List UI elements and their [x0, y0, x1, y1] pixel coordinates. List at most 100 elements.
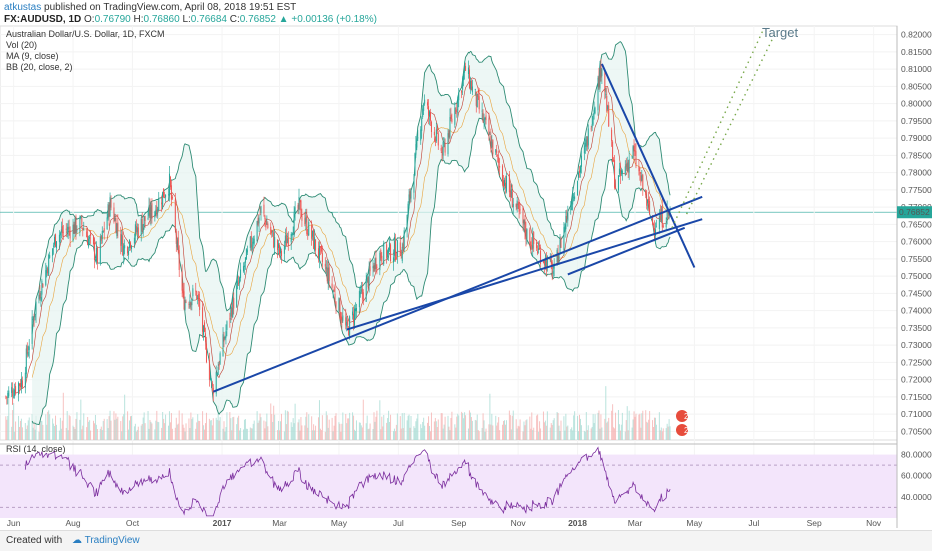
candle-body	[512, 204, 514, 208]
volume-bar	[628, 410, 630, 440]
event-flag-icon[interactable]: 2 2	[676, 410, 689, 436]
candle-body	[325, 266, 327, 270]
volume-bar	[168, 411, 170, 440]
volume-bar	[246, 428, 248, 440]
volume-bar	[189, 427, 191, 440]
volume-bar	[94, 414, 96, 440]
volume-bar	[383, 415, 385, 440]
volume-bar	[128, 429, 130, 440]
candle-body	[253, 238, 255, 244]
volume-bar	[539, 421, 541, 440]
volume-bar	[192, 417, 194, 440]
candle-body	[395, 258, 397, 260]
candle-body	[634, 150, 636, 152]
candle-body	[81, 218, 83, 225]
volume-bar	[318, 400, 320, 440]
chart-canvas[interactable]: 0.82000 0.81500 0.81000 0.80500 0.80000 0.795…	[0, 0, 932, 530]
volume-bar	[386, 422, 388, 440]
volume-bar	[291, 426, 293, 440]
volume-bar	[319, 428, 321, 440]
candle-body	[373, 265, 375, 272]
volume-bar	[454, 424, 456, 440]
volume-bar	[99, 428, 101, 440]
volume-bar	[278, 420, 280, 440]
candle-body	[627, 162, 629, 171]
volume-bar	[483, 420, 485, 440]
candle-body	[14, 389, 16, 397]
candle-body	[305, 216, 307, 223]
candle-body	[560, 238, 562, 248]
candle-body	[45, 270, 47, 286]
legend-bb: BB (20, close, 2)	[6, 62, 73, 72]
candle-body	[167, 194, 169, 196]
volume-bar	[464, 412, 466, 440]
candle-body	[100, 236, 102, 241]
candle-body	[26, 346, 28, 354]
volume-bar	[627, 430, 629, 440]
candle-body	[470, 80, 472, 91]
candle-body	[490, 136, 492, 150]
candle-body	[195, 290, 197, 292]
volume-bar	[338, 422, 340, 440]
publish-info: published on TradingView.com, April 08, …	[44, 2, 297, 13]
candle-body	[578, 170, 580, 173]
candle-body	[219, 353, 221, 364]
candle-body	[572, 194, 574, 205]
volume-bar	[633, 411, 635, 440]
candle-body	[142, 224, 144, 233]
volume-bar	[410, 415, 412, 440]
volume-bar	[279, 421, 281, 440]
volume-bar	[203, 425, 205, 440]
volume-bar	[129, 420, 131, 440]
low-label: L:	[182, 14, 191, 25]
volume-bar	[136, 429, 138, 440]
volume-bar	[668, 419, 670, 440]
y-tick-label: 0.73000	[901, 340, 932, 350]
tradingview-logo-icon[interactable]: ☁ TradingView	[72, 535, 140, 546]
volume-bar	[232, 417, 234, 440]
candle-body	[177, 237, 179, 252]
candle-body	[542, 261, 544, 263]
change-value: ▲ +0.00136 (+0.18%)	[278, 14, 377, 25]
volume-bar	[441, 413, 443, 440]
candle-body	[447, 133, 449, 155]
volume-bar	[34, 429, 36, 440]
volume-bar	[666, 423, 668, 440]
volume-bar	[312, 430, 314, 440]
y-tick-label: 0.80000	[901, 99, 932, 109]
volume-bar	[451, 411, 453, 440]
candle-body	[612, 141, 614, 162]
volume-bar	[422, 421, 424, 440]
volume-bar	[499, 430, 501, 440]
candle-body	[18, 383, 20, 386]
candle-body	[388, 247, 390, 254]
author-link[interactable]: atkustas	[4, 2, 42, 13]
volume-bar	[280, 413, 282, 440]
x-tick-label: Jul	[748, 518, 759, 528]
y-tick-label: 0.73500	[901, 323, 932, 333]
volume-bar	[476, 414, 478, 440]
candle-body	[106, 217, 108, 230]
volume-bar	[35, 415, 37, 440]
volume-bar	[467, 428, 469, 440]
volume-bar	[563, 416, 565, 440]
volume-bar	[238, 415, 240, 440]
candle-body	[156, 206, 158, 216]
volume-bar	[163, 418, 165, 440]
y-tick-label: 0.74500	[901, 288, 932, 298]
volume-bar	[215, 417, 217, 440]
candle-body	[571, 202, 573, 210]
volume-bar	[492, 425, 494, 440]
volume-bar	[556, 412, 558, 440]
candle-body	[208, 359, 210, 380]
volume-bar	[642, 410, 644, 440]
candle-body	[420, 129, 422, 141]
volume-bar	[491, 413, 493, 440]
volume-bar	[257, 422, 259, 440]
candle-body	[205, 343, 207, 363]
volume-bar	[558, 425, 560, 440]
volume-bar	[375, 416, 377, 440]
trendlines[interactable]	[212, 30, 777, 393]
volume-bar	[599, 428, 601, 440]
volume-bar	[233, 416, 235, 440]
